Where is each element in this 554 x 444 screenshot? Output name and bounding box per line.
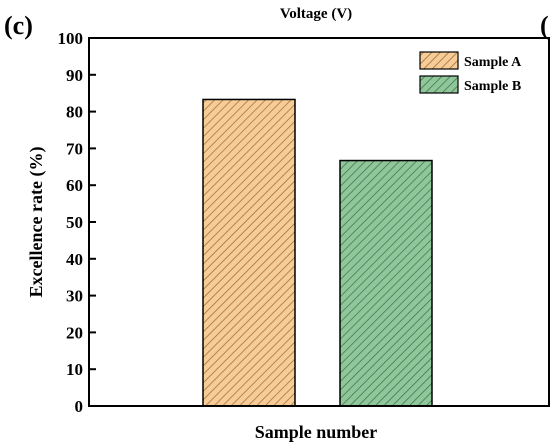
y-tick-label: 40 bbox=[66, 250, 83, 269]
y-tick-label: 0 bbox=[75, 397, 84, 416]
bar-sample-a bbox=[202, 98, 296, 407]
legend-label: Sample B bbox=[464, 79, 521, 94]
y-tick-label: 70 bbox=[66, 139, 83, 158]
legend-label: Sample A bbox=[464, 55, 522, 70]
y-tick-label: 100 bbox=[58, 29, 84, 48]
x-axis-label: Sample number bbox=[255, 422, 378, 442]
plot-frame bbox=[88, 37, 550, 407]
y-tick-label: 80 bbox=[66, 103, 83, 122]
bars-group bbox=[202, 98, 433, 407]
y-axis-ticks: 0 10 20 30 40 50 60 70 80 90 100 bbox=[58, 29, 96, 416]
legend-swatch bbox=[419, 51, 459, 70]
legend-swatch bbox=[419, 75, 459, 94]
y-axis-label: Excellence rate (%) bbox=[26, 147, 47, 298]
top-axis-title: Voltage (V) bbox=[280, 6, 352, 22]
y-tick-label: 60 bbox=[66, 176, 83, 195]
y-tick-label: 30 bbox=[66, 287, 83, 306]
y-tick-label: 10 bbox=[66, 360, 83, 379]
y-tick-label: 90 bbox=[66, 66, 83, 85]
panel-label: (c) bbox=[4, 11, 33, 40]
y-tick-label: 20 bbox=[66, 323, 83, 342]
legend: Sample A Sample B bbox=[419, 51, 522, 94]
bar-sample-b bbox=[339, 159, 433, 407]
y-tick-label: 50 bbox=[66, 213, 83, 232]
edge-fragment-label: ( bbox=[540, 11, 549, 40]
